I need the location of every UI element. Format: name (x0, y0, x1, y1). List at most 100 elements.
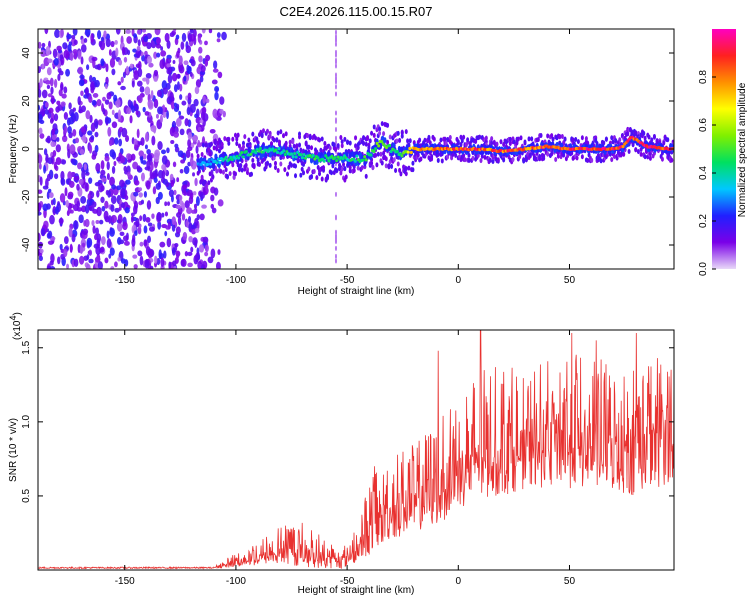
spectrogram-noise-cell (47, 58, 53, 64)
spectrogram-halo-cell (339, 134, 343, 140)
spectrogram-halo-cell (480, 153, 484, 159)
spectrogram-noise-cell (48, 107, 54, 114)
spectrogram-halo-cell (314, 135, 318, 141)
spectrogram-halo-cell (352, 168, 356, 174)
spectrogram-ridge-cell (374, 147, 378, 151)
spectrogram-ridge-cell (311, 153, 315, 157)
snr-y-multiplier-exp: 4 (8, 316, 18, 321)
spectrogram-band-cell (197, 165, 201, 172)
spectrogram-halo-cell (371, 165, 375, 171)
snr-plot-area (38, 330, 674, 570)
spectrogram-noise-cell (141, 54, 146, 62)
spectrogram-halo-cell (249, 171, 253, 177)
spectrogram-halo-cell (396, 130, 400, 136)
spectrogram-noise-cell (94, 131, 99, 138)
spectrogram-halo-cell (227, 140, 231, 146)
spectrogram-noise-cell (94, 64, 101, 70)
spectrogram-halo-cell (554, 156, 558, 162)
spectrogram-noise-cell (199, 75, 204, 83)
spectrogram-halo-cell (483, 154, 487, 160)
spectrogram-noise-cell (49, 117, 54, 124)
snr-y-ticks: 0.5 1.0 1.5 (21, 340, 674, 503)
spectrogram-halo-cell (323, 140, 327, 146)
spectrogram-noise-cell (213, 187, 219, 196)
spectrogram-noise-cell (91, 220, 95, 227)
spectrogram-noise-cell (212, 108, 218, 119)
colorbar-tick-label: 0.4 (698, 166, 709, 180)
spectrogram-ridge-cell (389, 149, 393, 154)
spectrogram-noise-cell (198, 126, 202, 131)
spectrogram-noise-cell (178, 55, 183, 66)
spectrogram-halo-cell (201, 142, 205, 148)
spectrogram-halo-cell (261, 128, 265, 134)
spectrogram-ridge-cell (316, 156, 320, 160)
spectrogram-noise-cell (145, 73, 152, 79)
spectrogram-noise-cell (133, 204, 138, 215)
spectrogram-noise-cell (120, 76, 124, 83)
spectrogram-noise-cell (202, 236, 209, 244)
spectrogram-noise-cell (125, 29, 131, 34)
spectrogram-noise-cell (176, 199, 180, 205)
spectrogram-noise-cell (181, 100, 187, 106)
colorbar-tick-label: 0.2 (698, 214, 709, 228)
spectrogram-noise-cell (135, 49, 142, 57)
spectrogram-noise-cell (88, 144, 93, 154)
spectrogram-halo-cell (528, 152, 532, 158)
spectrogram-noise-cell (40, 52, 46, 57)
spectrogram-halo-cell (256, 157, 260, 163)
spectrogram-halo-cell (423, 137, 427, 143)
spectrogram-noise-cell (80, 126, 86, 133)
spectrogram-noise-cell (78, 105, 82, 114)
spectrogram-noise-cell (63, 236, 69, 245)
spectrogram-noise-cell (171, 216, 176, 226)
spectrogram-y-tick-label: 40 (21, 47, 32, 59)
spectrogram-halo-cell (278, 139, 282, 145)
spectrogram-noise-cell (45, 45, 51, 56)
spectrogram-noise-cell (87, 193, 92, 201)
spectrogram-noise-cell (172, 161, 177, 168)
spectrogram-noise-cell (81, 105, 86, 113)
spectrogram-halo-cell (364, 173, 368, 179)
spectrogram-halo-cell (241, 140, 245, 146)
spectrogram-noise-cell (334, 229, 337, 235)
spectrogram-halo-cell (478, 134, 482, 140)
spectrogram-noise-cell (78, 255, 85, 265)
spectrogram-noise-cell (130, 215, 134, 223)
spectrogram-noise-cell (100, 36, 105, 42)
spectrogram-noise-cell (187, 132, 193, 140)
spectrogram-ridge-cell (202, 161, 206, 165)
spectrogram-halo-cell (647, 134, 651, 140)
spectrogram-noise-cell (184, 118, 189, 127)
spectrogram-halo-cell (322, 165, 326, 171)
spectrogram-noise-cell (158, 249, 162, 260)
spectrogram-noise-cell (39, 78, 43, 88)
spectrogram-noise-cell (68, 102, 72, 110)
spectrogram-noise-cell (94, 256, 101, 263)
spectrogram-noise-cell (96, 99, 102, 107)
spectrogram-band-cell (399, 146, 404, 153)
spectrogram-halo-cell (428, 140, 432, 146)
spectrogram-noise-cell (216, 32, 221, 38)
spectrogram-ridge-cell (333, 155, 337, 160)
spectrogram-halo-cell (209, 141, 213, 147)
spectrogram-noise-cell (143, 35, 149, 43)
spectrogram-noise-cell (55, 144, 61, 153)
spectrogram-halo-cell (558, 134, 562, 140)
spectrogram-noise-cell (52, 48, 58, 59)
spectrogram-noise-cell (221, 31, 227, 41)
spectrogram-halo-cell (340, 139, 344, 145)
spectrogram-halo-cell (339, 170, 343, 176)
spectrogram-noise-cell (119, 179, 125, 188)
spectrogram-noise-cell (168, 261, 172, 269)
spectrogram-noise-cell (109, 57, 116, 68)
spectrogram-noise-cell (120, 187, 126, 198)
spectrogram-noise-cell (52, 149, 57, 157)
spectrogram-noise-cell (84, 218, 90, 228)
spectrogram-noise-cell (142, 213, 147, 222)
spectrogram-noise-cell (146, 148, 151, 155)
spectrogram-halo-cell (241, 144, 245, 150)
spectrogram-halo-cell (670, 157, 674, 163)
spectrogram-noise-cell (46, 203, 51, 210)
spectrogram-noise-cell (89, 75, 93, 83)
spectrogram-noise-cell (170, 179, 175, 188)
